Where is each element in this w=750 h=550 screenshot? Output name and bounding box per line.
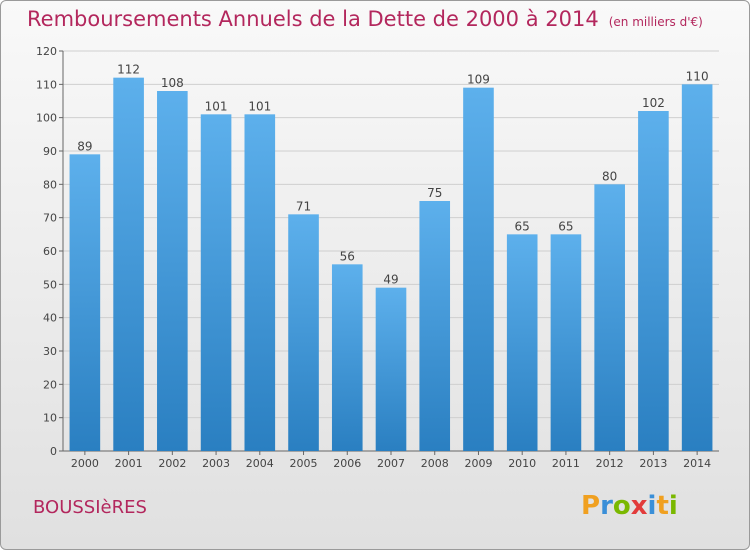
bar-value-label: 75	[427, 186, 442, 200]
bar	[550, 234, 582, 451]
x-tick-label: 2009	[464, 457, 492, 470]
commune-name: BOUSSIèRES	[33, 497, 147, 518]
y-tick-label: 40	[43, 312, 57, 325]
bar	[638, 111, 669, 451]
x-tick-label: 2004	[246, 457, 274, 470]
bar-value-label: 110	[686, 69, 709, 83]
x-tick-label: 2006	[333, 457, 361, 470]
y-tick-label: 90	[43, 145, 57, 158]
chart-title: Remboursements Annuels de la Dette de 20…	[27, 7, 703, 31]
bar-value-label: 49	[383, 273, 398, 287]
logo-letter: o	[612, 491, 631, 521]
logo-letter: P	[581, 491, 601, 521]
chart-subtitle: (en milliers d'€)	[608, 15, 703, 29]
y-tick-label: 10	[43, 412, 57, 425]
x-tick-label: 2011	[552, 457, 580, 470]
proxiti-logo: Proxiti	[581, 491, 678, 521]
y-tick-label: 70	[43, 212, 57, 225]
y-tick-label: 0	[50, 445, 57, 458]
bar-value-label: 65	[558, 219, 573, 233]
y-tick-label: 50	[43, 278, 57, 291]
x-tick-label: 2008	[421, 457, 449, 470]
x-tick-label: 2003	[202, 457, 230, 470]
y-tick-label: 30	[43, 345, 57, 358]
bar	[594, 184, 625, 452]
y-tick-label: 110	[36, 78, 57, 91]
x-tick-label: 2005	[290, 457, 318, 470]
x-tick-label: 2002	[158, 457, 186, 470]
logo-letter: i	[647, 491, 657, 521]
bar-value-label: 89	[77, 139, 92, 153]
bar-value-label: 65	[515, 219, 530, 233]
x-tick-label: 2014	[683, 457, 711, 470]
y-tick-label: 120	[36, 45, 57, 58]
bar	[113, 77, 144, 452]
y-tick-label: 100	[36, 112, 57, 125]
x-tick-label: 2010	[508, 457, 536, 470]
bar-value-label: 108	[161, 76, 184, 90]
bar	[157, 91, 188, 451]
bar-value-label: 101	[205, 99, 228, 113]
logo-letter: i	[668, 491, 678, 521]
x-tick-label: 2000	[71, 457, 99, 470]
y-tick-label: 60	[43, 245, 57, 258]
y-tick-label: 80	[43, 178, 57, 191]
bar	[419, 201, 451, 451]
bar	[375, 287, 407, 451]
bar	[506, 234, 538, 451]
bar	[244, 114, 276, 451]
bar-value-label: 101	[248, 99, 271, 113]
x-tick-label: 2001	[115, 457, 143, 470]
bar-value-label: 56	[340, 249, 355, 263]
logo-letter: r	[600, 491, 613, 521]
bar-value-label: 80	[602, 169, 617, 183]
x-tick-label: 2007	[377, 457, 405, 470]
bar-value-label: 71	[296, 199, 311, 213]
bar	[69, 154, 101, 452]
bar	[463, 87, 494, 452]
bar	[331, 264, 363, 451]
y-tick-label: 20	[43, 378, 57, 391]
bar-value-label: 112	[117, 63, 140, 77]
logo-letter: x	[630, 491, 648, 521]
bar	[288, 214, 319, 451]
bar	[681, 84, 713, 451]
logo-letter: t	[656, 491, 669, 521]
bar	[200, 114, 232, 451]
x-tick-label: 2013	[639, 457, 667, 470]
x-tick-label: 2012	[596, 457, 624, 470]
bar-value-label: 109	[467, 73, 490, 87]
bar-value-label: 102	[642, 96, 665, 110]
